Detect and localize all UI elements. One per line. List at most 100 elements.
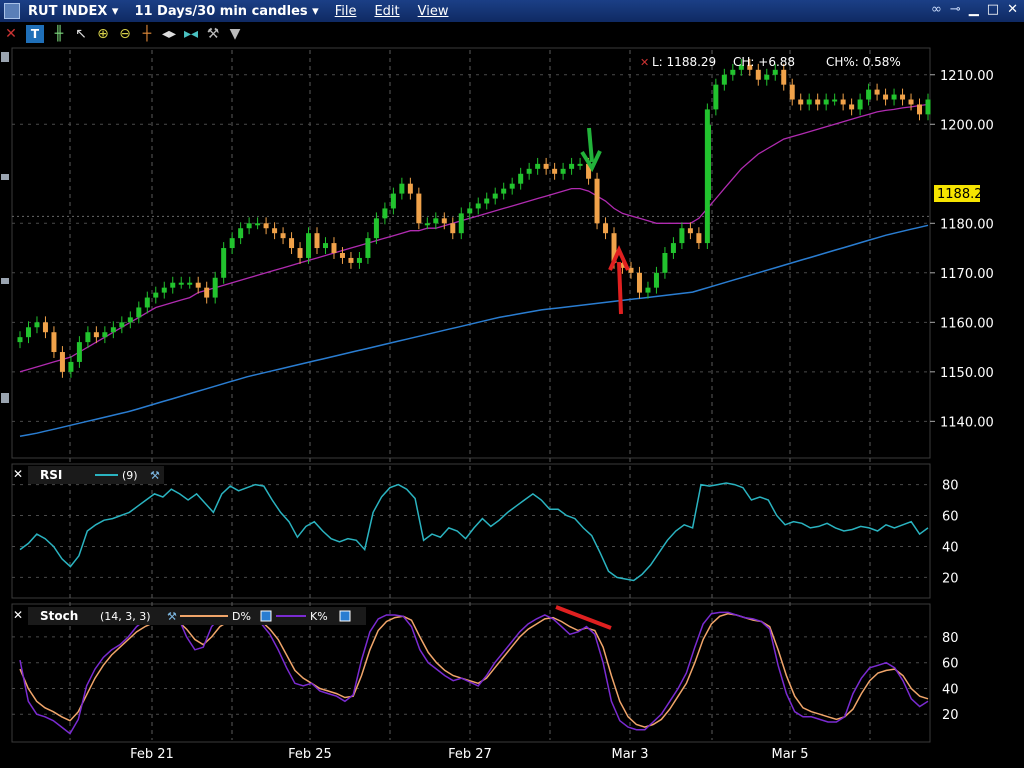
stoch-d-label: D% bbox=[232, 610, 251, 623]
candle-body bbox=[526, 168, 532, 174]
candle-body bbox=[662, 253, 668, 273]
candle-body bbox=[127, 317, 133, 323]
zoom-in-icon[interactable]: ⊕ bbox=[97, 26, 109, 42]
scroll-handle-top[interactable] bbox=[1, 174, 9, 180]
candle-body bbox=[314, 233, 320, 249]
cursor-icon[interactable]: ↖ bbox=[75, 26, 87, 42]
candle-body bbox=[679, 228, 685, 244]
candle-body bbox=[475, 203, 481, 209]
period-selector[interactable]: 11 Days/30 min candles ▾ bbox=[134, 3, 319, 19]
candle-body bbox=[535, 163, 541, 169]
candle-body bbox=[187, 282, 193, 285]
fit-icon[interactable]: ▸◂ bbox=[183, 26, 199, 42]
close-icon[interactable]: ✕ bbox=[1007, 2, 1018, 17]
text-tool-icon[interactable]: T bbox=[26, 25, 44, 43]
stoch-y-tick-label: 20 bbox=[942, 708, 959, 723]
rsi-y-tick-label: 60 bbox=[942, 510, 959, 525]
x-tick-label: Mar 3 bbox=[612, 747, 649, 762]
candle-body bbox=[433, 218, 439, 224]
symbol-selector[interactable]: RUT INDEX ▾ bbox=[28, 3, 119, 19]
wrench-icon[interactable]: ⚒ bbox=[206, 26, 220, 42]
menu-file[interactable]: File bbox=[334, 3, 357, 19]
candle-body bbox=[484, 198, 490, 204]
bar-icon[interactable]: ╫ bbox=[54, 26, 64, 42]
candle-body bbox=[849, 104, 855, 110]
candle-body bbox=[611, 233, 617, 263]
rsi-line bbox=[19, 482, 929, 582]
candle-body bbox=[161, 287, 167, 293]
zoom-out-icon[interactable]: ⊖ bbox=[119, 26, 131, 42]
stoch-close-icon[interactable]: ✕ bbox=[13, 608, 23, 622]
rsi-params: (9) bbox=[122, 469, 138, 482]
candle-body bbox=[17, 337, 23, 343]
candle-body bbox=[653, 272, 659, 288]
candle-body bbox=[857, 99, 863, 110]
candle-body bbox=[322, 243, 328, 249]
scroll-up-icon[interactable] bbox=[1, 52, 9, 62]
stoch-y-tick-label: 40 bbox=[942, 682, 959, 697]
candle-body bbox=[866, 89, 872, 100]
y-tick-label: 1200.00 bbox=[940, 118, 994, 133]
candle-body bbox=[356, 257, 362, 263]
stoch-k-label: K% bbox=[310, 610, 328, 623]
crosshair-icon[interactable]: ┼ bbox=[142, 26, 152, 42]
y-tick-label: 1150.00 bbox=[940, 366, 994, 381]
candle-body bbox=[874, 89, 880, 95]
rsi-y-tick-label: 40 bbox=[942, 540, 959, 555]
candle-body bbox=[721, 74, 727, 85]
candle-body bbox=[195, 282, 201, 288]
candle-body bbox=[102, 332, 108, 338]
candle-body bbox=[289, 238, 295, 249]
candle-body bbox=[153, 292, 159, 298]
pin-icon[interactable]: ⊸ bbox=[949, 2, 961, 17]
dropdown-icon[interactable]: ▼ bbox=[229, 26, 241, 42]
rsi-title: RSI bbox=[40, 468, 62, 482]
left-scroll-rail[interactable] bbox=[0, 48, 10, 758]
ma-long-path bbox=[19, 224, 929, 437]
rsi-close-icon[interactable]: ✕ bbox=[13, 467, 23, 481]
candle-body bbox=[170, 282, 176, 288]
y-tick-label: 1140.00 bbox=[940, 415, 994, 430]
candle-body bbox=[509, 183, 515, 189]
app-icon bbox=[4, 3, 20, 19]
candle-body bbox=[212, 277, 218, 298]
y-tick-label: 1180.00 bbox=[940, 217, 994, 232]
candle-body bbox=[636, 272, 642, 293]
rsi-path bbox=[19, 482, 929, 582]
stoch-k-checkbox[interactable] bbox=[339, 610, 351, 622]
menu-edit[interactable]: Edit bbox=[374, 3, 400, 19]
candle-body bbox=[755, 69, 761, 80]
candle-body bbox=[229, 238, 235, 249]
y-axis-labels: 1210.00 1200.00 1180.00 1170.00 1160.00 1150.… bbox=[930, 69, 994, 723]
stoch-d-checkbox[interactable] bbox=[260, 610, 272, 622]
readout-close-icon[interactable]: ✕ bbox=[640, 56, 649, 69]
candle-body bbox=[687, 228, 693, 234]
candle-body bbox=[255, 223, 261, 226]
candle-body bbox=[246, 223, 252, 229]
candle-body bbox=[577, 163, 583, 166]
candle-body bbox=[594, 178, 600, 224]
close-panel-icon[interactable]: ✕ bbox=[5, 26, 17, 42]
candle-body bbox=[59, 352, 65, 372]
rsi-settings-icon[interactable]: ⚒ bbox=[150, 469, 160, 482]
link-icon[interactable]: ∞ bbox=[931, 2, 942, 17]
rsi-y-tick-label: 20 bbox=[942, 571, 959, 586]
scroll-handle-bottom[interactable] bbox=[1, 278, 9, 284]
stoch-settings-icon[interactable]: ⚒ bbox=[167, 610, 177, 623]
minimize-icon[interactable]: ▁ bbox=[968, 2, 979, 17]
candle-body bbox=[747, 64, 753, 70]
candle-body bbox=[42, 322, 48, 333]
candle-body bbox=[178, 282, 184, 285]
candle-body bbox=[76, 342, 82, 362]
pan-icon[interactable]: ◂▸ bbox=[161, 26, 177, 42]
maximize-icon[interactable]: □ bbox=[986, 2, 1000, 17]
candle-body bbox=[628, 267, 634, 273]
candle-body bbox=[823, 99, 829, 105]
menu-view[interactable]: View bbox=[417, 3, 449, 19]
scroll-down-icon[interactable] bbox=[1, 393, 9, 403]
x-tick-label: Feb 27 bbox=[448, 747, 492, 762]
candle-body bbox=[458, 213, 464, 234]
candle-body bbox=[272, 228, 278, 234]
candle-body bbox=[645, 287, 651, 293]
